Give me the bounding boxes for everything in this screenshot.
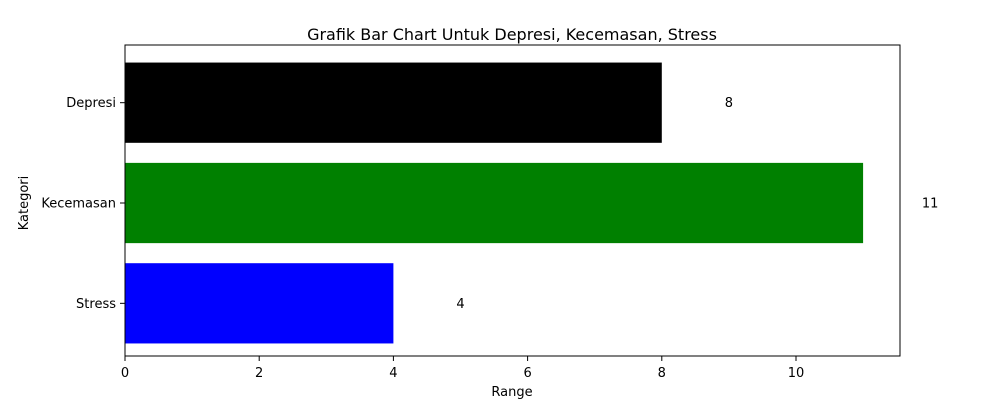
y-tick-label: Kecemasan [41, 197, 116, 212]
data-label: 4 [456, 297, 464, 312]
chart-title: Grafik Bar Chart Untuk Depresi, Kecemasa… [307, 25, 717, 44]
x-tick-label: 10 [788, 366, 805, 381]
y-axis-label: Kategori [17, 176, 32, 231]
x-axis-label: Range [491, 385, 532, 400]
y-tick-label: Stress [76, 297, 116, 312]
x-tick-label: 6 [523, 366, 531, 381]
data-label: 8 [725, 96, 733, 111]
bar-kecemasan [125, 162, 864, 244]
x-tick-label: 8 [658, 366, 666, 381]
x-tick-label: 2 [255, 366, 263, 381]
plot-area: Depresi 8 Kecemasan 11 Stress 4 0 2 4 6 8 10 [41, 44, 939, 381]
x-tick-label: 4 [389, 366, 397, 381]
plot-frame [124, 44, 901, 357]
data-label: 11 [922, 197, 939, 212]
y-tick-label: Depresi [66, 96, 116, 111]
x-tick-label: 0 [121, 366, 129, 381]
bar-depresi [125, 62, 662, 143]
bar-stress [125, 263, 394, 344]
